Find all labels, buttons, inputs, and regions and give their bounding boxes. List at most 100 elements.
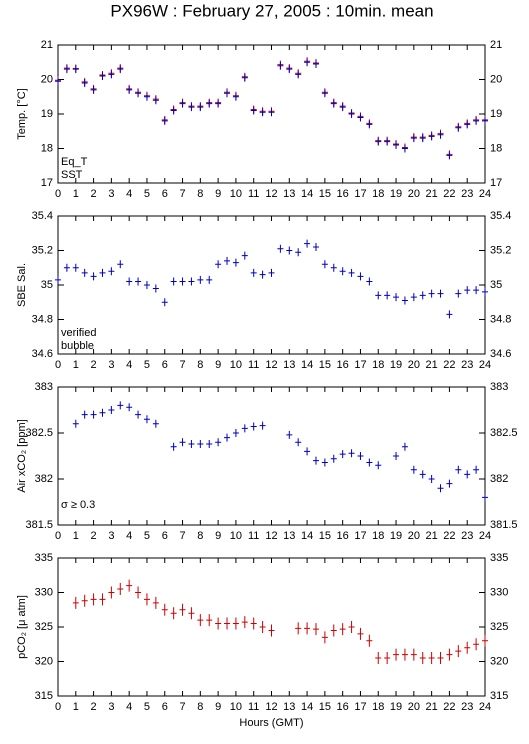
plot-frame [57, 386, 486, 526]
x-tick-label: 14 [301, 359, 313, 371]
data-point [152, 284, 159, 293]
data-point [357, 452, 364, 460]
data-point [152, 419, 159, 428]
x-tick-label: 3 [108, 188, 114, 200]
x-tick-label: 19 [390, 188, 402, 200]
data-point [161, 298, 168, 307]
y-tick-label: 382.5 [25, 427, 53, 439]
data-point [81, 410, 88, 419]
data-point [437, 289, 444, 298]
data-point [143, 281, 150, 289]
x-tick-label: 6 [162, 359, 168, 371]
data-point [330, 454, 337, 463]
data-point [117, 260, 124, 269]
x-tick-label: 12 [265, 530, 277, 542]
data-point [304, 239, 311, 248]
data-point [99, 268, 106, 277]
data-point [464, 470, 471, 479]
data-point [117, 583, 124, 596]
data-point [179, 99, 186, 108]
x-tick-label: 13 [283, 188, 295, 200]
data-point [179, 603, 186, 616]
x-tick-label: 8 [197, 701, 203, 713]
x-tick-label: 22 [443, 359, 455, 371]
data-point [339, 450, 346, 459]
data-point [72, 419, 79, 428]
data-point [366, 277, 373, 286]
x-tick-label: 14 [301, 188, 313, 200]
data-point [455, 465, 462, 474]
data-point [312, 456, 319, 465]
data-point [428, 475, 435, 483]
x-tick-label: 12 [265, 359, 277, 371]
y-tick-label-right: 19 [490, 108, 502, 120]
legend-label: SST [61, 169, 83, 181]
data-point [241, 424, 248, 433]
data-point [321, 260, 328, 269]
data-point [455, 123, 462, 132]
data-point [206, 99, 213, 108]
data-point [108, 70, 115, 79]
x-tick-label: 17 [354, 359, 366, 371]
x-tick-label: 16 [337, 701, 349, 713]
y-tick-label-right: 20 [490, 73, 502, 85]
x-tick-label: 0 [55, 188, 61, 200]
data-point [81, 78, 88, 87]
data-point [250, 422, 257, 431]
data-point [232, 617, 239, 630]
data-point [473, 465, 480, 474]
data-point [241, 73, 248, 82]
data-point [419, 291, 426, 300]
plot-frame [57, 215, 486, 355]
x-tick-label: 16 [337, 359, 349, 371]
data-point [135, 410, 142, 419]
x-tick-label: 0 [55, 530, 61, 542]
x-tick-label: 20 [408, 530, 420, 542]
y-tick-label-right: 35 [490, 279, 502, 291]
x-tick-label: 16 [337, 530, 349, 542]
x-tick-label: 6 [162, 188, 168, 200]
data-point [81, 594, 88, 607]
data-point [72, 65, 79, 74]
data-point [401, 144, 408, 153]
data-point [197, 440, 204, 449]
data-point [446, 151, 453, 160]
x-tick-label: 15 [319, 701, 331, 713]
data-point [321, 631, 328, 644]
data-point [206, 275, 213, 284]
data-point [117, 401, 124, 410]
x-tick-label: 12 [265, 188, 277, 200]
x-tick-label: 6 [162, 701, 168, 713]
data-point [72, 263, 79, 272]
data-point [410, 648, 417, 661]
y-tick-label: 35 [41, 279, 53, 291]
data-point [126, 403, 133, 412]
x-tick-label: 7 [179, 530, 185, 542]
data-point [304, 622, 311, 635]
x-tick-label: 23 [461, 359, 473, 371]
x-tick-label: 15 [319, 188, 331, 200]
y-axis-label: SBE Sal. [16, 263, 28, 307]
y-tick-label-right: 382.5 [490, 427, 518, 439]
x-tick-label: 17 [354, 188, 366, 200]
data-point [473, 116, 480, 125]
data-point [419, 470, 426, 479]
data-point [259, 108, 266, 117]
data-point [259, 621, 266, 633]
x-tick-label: 24 [479, 188, 491, 200]
data-point [215, 438, 222, 447]
legend-label: Eq_T [61, 156, 88, 168]
data-point [90, 85, 97, 94]
x-tick-label: 1 [73, 701, 79, 713]
data-point [108, 586, 115, 599]
y-tick-label: 383 [35, 381, 53, 393]
x-tick-label: 4 [126, 701, 132, 713]
x-tick-label: 3 [108, 701, 114, 713]
data-point [312, 243, 319, 252]
legend-label: verified [61, 327, 96, 339]
x-tick-label: 18 [372, 188, 384, 200]
data-point [197, 275, 204, 284]
x-tick-label: 3 [108, 359, 114, 371]
x-tick-label: 2 [91, 701, 97, 713]
